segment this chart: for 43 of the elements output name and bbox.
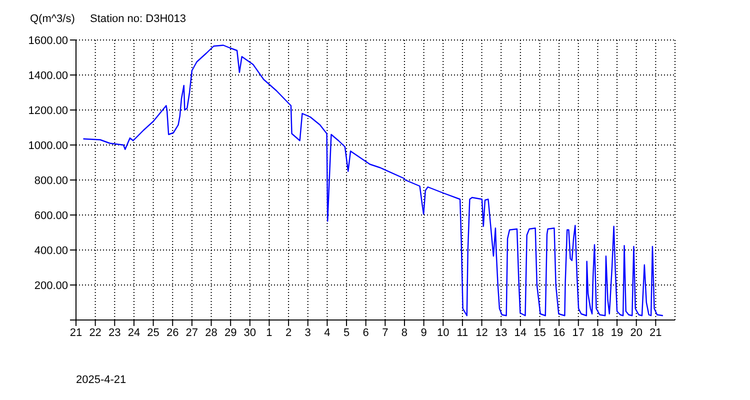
x-tick-label: 26 xyxy=(166,326,179,339)
x-tick-label: 21 xyxy=(70,326,82,339)
y-tick-label: 200.00 xyxy=(34,280,68,292)
y-tick-label: 1000.00 xyxy=(28,140,68,152)
x-tick-label: 30 xyxy=(244,326,256,339)
x-tick-label: 24 xyxy=(128,326,140,339)
y-tick-label: 1600.00 xyxy=(28,34,68,47)
line-series xyxy=(82,44,664,316)
x-tick-label: 5 xyxy=(343,326,350,339)
x-tick-label: 1 xyxy=(266,326,272,339)
chart-title: Station no: D3H013 xyxy=(90,13,186,25)
x-tick-label: 10 xyxy=(437,326,450,339)
x-tick-label: 3 xyxy=(304,326,311,339)
x-tick-label: 13 xyxy=(494,326,508,339)
x-tick-label: 28 xyxy=(205,326,218,339)
x-tick-label: 12 xyxy=(476,326,488,339)
x-tick-label: 6 xyxy=(362,326,369,339)
x-tick-label: 2 xyxy=(285,326,292,339)
x-tick-label: 25 xyxy=(147,326,160,339)
x-tick-label: 7 xyxy=(382,326,388,339)
x-tick-label: 9 xyxy=(420,326,427,339)
y-tick-label: 1200.00 xyxy=(28,104,68,117)
x-tick-label: 17 xyxy=(572,326,585,339)
x-tick-label: 20 xyxy=(630,326,642,339)
y-axis-title: Q(m^3/s) xyxy=(30,13,75,25)
x-tick-label: 4 xyxy=(324,326,330,339)
x-axis-title: 2025-4-21 xyxy=(76,374,126,386)
x-tick-label: 14 xyxy=(514,326,527,339)
y-tick-label: 800.00 xyxy=(34,174,68,187)
y-tick-label: 600.00 xyxy=(34,210,68,222)
y-tick-label: 400.00 xyxy=(34,244,68,257)
x-tick-label: 11 xyxy=(456,326,468,339)
x-tick-label: 19 xyxy=(610,326,624,339)
y-tick-label: 1400.00 xyxy=(28,70,68,82)
x-tick-label: 22 xyxy=(89,326,102,339)
x-tick-label: 15 xyxy=(534,326,546,339)
x-tick-label: 21 xyxy=(650,326,662,339)
x-tick-label: 23 xyxy=(108,326,121,339)
x-tick-label: 29 xyxy=(224,326,237,339)
x-tick-label: 8 xyxy=(401,326,408,339)
x-tick-label: 16 xyxy=(552,326,566,339)
x-tick-label: 27 xyxy=(186,326,198,339)
x-tick-label: 18 xyxy=(592,326,604,339)
